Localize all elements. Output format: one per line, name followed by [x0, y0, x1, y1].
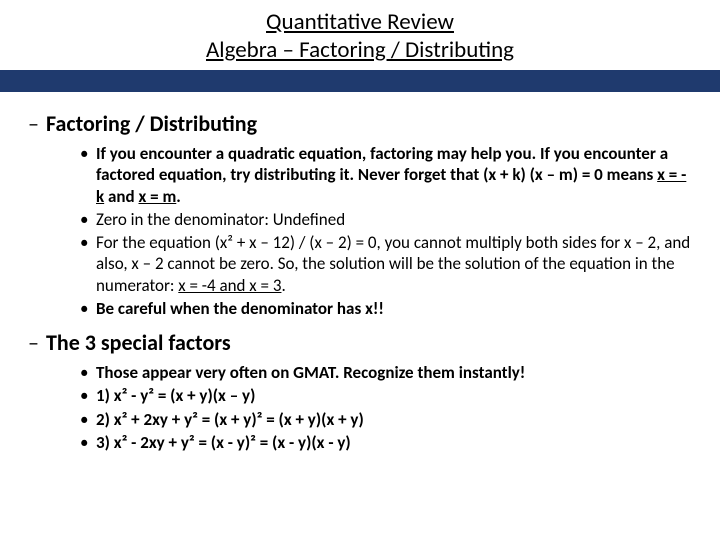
bullet-text: 1) x² - y² = (x + y)(x – y): [96, 385, 692, 406]
bullet-dot: •: [80, 362, 96, 383]
bullet-dot: •: [80, 409, 96, 430]
bullet-text: 3) x² - 2xy + y² = (x - y)² = (x - y)(x …: [96, 432, 692, 453]
list-item: • For the equation (x² + x – 12) / (x – …: [80, 232, 692, 296]
bullet-underline: x = m: [139, 186, 177, 207]
bullet-text: Zero in the denominator: Undefined: [96, 209, 692, 230]
list-item: • If you encounter a quadratic equation,…: [80, 143, 692, 207]
bullet-text: Be careful when the denominator has x!!: [96, 298, 692, 319]
bullet-list: • If you encounter a quadratic equation,…: [28, 143, 692, 319]
bullet-text: .: [281, 275, 285, 296]
bullet-dot: •: [80, 298, 96, 319]
bullet-dot: •: [80, 432, 96, 453]
section-title: Factoring / Distributing: [46, 110, 257, 137]
bullet-dot: •: [80, 385, 96, 406]
bullet-dot: •: [80, 209, 96, 230]
bullet-dot: •: [80, 143, 96, 207]
section-factoring: – Factoring / Distributing • If you enco…: [28, 110, 692, 319]
list-item: • Those appear very often on GMAT. Recog…: [80, 362, 692, 383]
bullet-dot: •: [80, 232, 96, 296]
bullet-text: Those appear very often on GMAT. Recogni…: [96, 362, 692, 383]
bullet-text: 2) x² + 2xy + y² = (x + y)² = (x + y)(x …: [96, 409, 692, 430]
list-item: • Zero in the denominator: Undefined: [80, 209, 692, 230]
title-bar: Quantitative Review Algebra – Factoring …: [0, 0, 720, 70]
content-area: – Factoring / Distributing • If you enco…: [0, 92, 720, 453]
bullet-text: .: [176, 186, 181, 207]
section-header: – Factoring / Distributing: [28, 110, 692, 137]
section-title: The 3 special factors: [46, 329, 231, 356]
title-line1: Quantitative Review: [0, 8, 720, 36]
list-item: • 3) x² - 2xy + y² = (x - y)² = (x - y)(…: [80, 432, 692, 453]
bullet-text: and: [104, 186, 138, 207]
title-line2: Algebra – Factoring / Distributing: [0, 36, 720, 64]
section-header: – The 3 special factors: [28, 329, 692, 356]
dash-bullet: –: [28, 110, 46, 137]
list-item: • 2) x² + 2xy + y² = (x + y)² = (x + y)(…: [80, 409, 692, 430]
list-item: • Be careful when the denominator has x!…: [80, 298, 692, 319]
list-item: • 1) x² - y² = (x + y)(x – y): [80, 385, 692, 406]
bullet-underline: x = -4 and x = 3: [178, 275, 281, 296]
title-underline-band: [0, 70, 720, 92]
dash-bullet: –: [28, 329, 46, 356]
bullet-text: If you encounter a quadratic equation, f…: [96, 143, 668, 185]
bullet-list: • Those appear very often on GMAT. Recog…: [28, 362, 692, 453]
section-special-factors: – The 3 special factors • Those appear v…: [28, 329, 692, 453]
